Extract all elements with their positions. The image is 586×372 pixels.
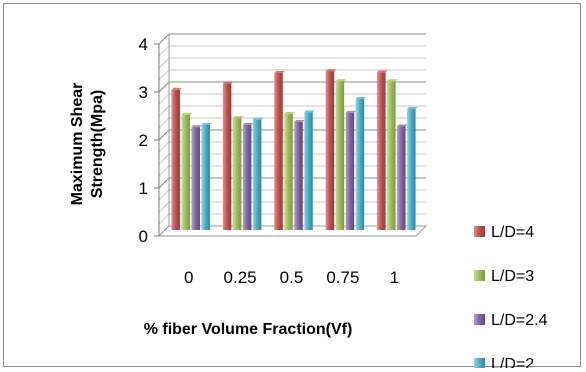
legend-swatch — [474, 314, 485, 325]
gridline-side — [158, 93, 170, 105]
bar-top — [345, 110, 357, 113]
bar — [377, 72, 386, 230]
gridline-side — [158, 201, 170, 213]
x-tick-label: 0.25 — [224, 268, 257, 287]
bar — [294, 122, 303, 230]
bar — [325, 71, 335, 231]
bar-top — [407, 107, 418, 110]
legend-entry-label: L/D=3 — [491, 268, 534, 285]
gridline-side — [158, 57, 170, 69]
bar — [222, 83, 232, 230]
bar-top — [191, 125, 202, 128]
bar-top — [181, 112, 192, 115]
x-tick-label: 0 — [184, 268, 193, 287]
bar — [232, 118, 242, 230]
y-tick-label: 3 — [139, 83, 148, 102]
gridline-side — [158, 81, 170, 93]
bar-top — [397, 124, 408, 127]
legend-swatch — [474, 358, 485, 368]
bar-top — [284, 111, 295, 114]
bar-top — [274, 71, 285, 74]
gridline-side — [158, 69, 170, 81]
legend-swatch — [474, 226, 485, 237]
gridline-side — [158, 189, 170, 201]
bar-top — [387, 79, 398, 82]
chart-frame: 0 1 2 3 4 0 0.25 0.5 0.75 1 Maximum Shear Streng… — [3, 3, 581, 368]
x-axis-label: % fiber Volume Fraction(Vf) — [144, 321, 353, 338]
bar-top — [325, 69, 337, 72]
bar-top — [294, 120, 305, 122]
gridline-side — [158, 33, 170, 45]
bar-top — [222, 81, 234, 84]
bar — [171, 89, 180, 230]
bar-top — [201, 122, 212, 125]
y-tick-label: 4 — [139, 35, 148, 54]
bar — [304, 112, 313, 230]
bar — [397, 126, 406, 230]
legend-entry-label: L/D=2 — [491, 356, 534, 368]
y-axis-label-line-2: Strength(Mpa) — [89, 90, 106, 198]
bar-top — [252, 117, 264, 120]
gridline-side — [158, 213, 170, 225]
bar — [181, 114, 190, 230]
legend-swatch — [474, 270, 485, 281]
x-tick-label: 1 — [390, 268, 399, 287]
bar — [284, 113, 293, 230]
bars-layer — [171, 69, 418, 231]
gridline-side — [158, 45, 170, 57]
bar — [335, 81, 345, 230]
legend-entry-label: L/D=2.4 — [491, 312, 548, 329]
bar — [191, 127, 200, 230]
bar — [387, 81, 396, 230]
gridline-side — [158, 129, 170, 141]
bar-top — [377, 70, 388, 73]
y-axis-label-line-1: Maximum Shear — [69, 83, 86, 206]
x-tick-labels: 0 0.25 0.5 0.75 1 — [184, 268, 399, 287]
gridline-side — [158, 117, 170, 129]
gridline-side — [158, 165, 170, 177]
bar — [274, 73, 283, 230]
bar — [355, 98, 365, 231]
bar-top — [304, 110, 315, 113]
legend: L/D=4 L/D=3 L/D=2.4 L/D=2 — [474, 224, 548, 368]
bar-top — [171, 87, 182, 90]
gridline-side — [158, 153, 170, 165]
bar — [242, 124, 252, 230]
bar — [201, 124, 210, 230]
x-tick-label: 0.5 — [280, 268, 304, 287]
y-tick-label: 2 — [139, 131, 148, 150]
bar-chart: 0 1 2 3 4 0 0.25 0.5 0.75 1 Maximum Shear Streng… — [69, 33, 548, 368]
bar-top — [232, 116, 244, 119]
y-tick-label: 0 — [139, 227, 148, 246]
y-tick-labels: 0 1 2 3 4 — [139, 35, 148, 246]
x-tick-label: 0.75 — [326, 268, 359, 287]
gridline-side — [158, 141, 170, 153]
bar — [252, 119, 262, 230]
bar-top — [335, 79, 347, 82]
y-tick-label: 1 — [139, 179, 148, 198]
bar — [345, 112, 355, 230]
gridline-side — [158, 105, 170, 117]
bar — [407, 109, 416, 230]
gridline-side — [158, 177, 170, 189]
legend-entry-label: L/D=4 — [491, 224, 534, 241]
bar-top — [355, 96, 367, 99]
bar-top — [242, 122, 254, 125]
